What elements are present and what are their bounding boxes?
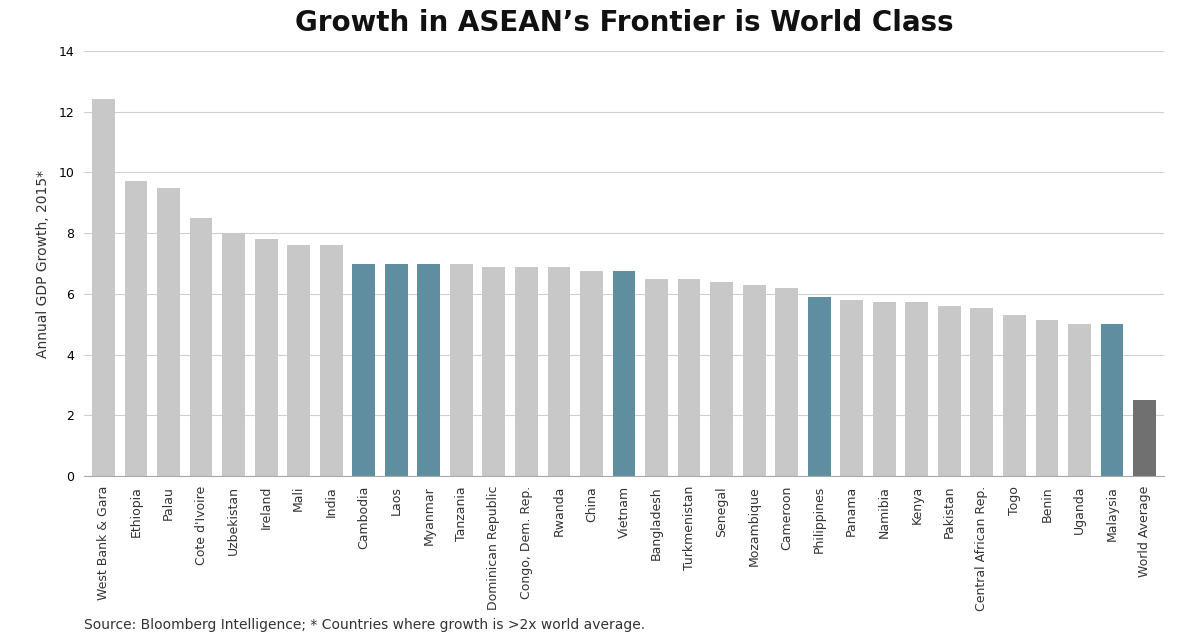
Bar (157, 187, 180, 476)
Bar (775, 288, 798, 476)
Bar (840, 300, 863, 476)
Bar (678, 279, 701, 476)
Bar (743, 284, 766, 476)
Bar (190, 218, 212, 476)
Bar (710, 282, 733, 476)
Bar (482, 267, 505, 476)
Bar (808, 297, 830, 476)
Bar (92, 100, 115, 476)
Bar (580, 271, 602, 476)
Bar (320, 245, 343, 476)
Bar (1036, 320, 1058, 476)
Bar (905, 302, 928, 476)
Bar (254, 239, 277, 476)
Bar (938, 306, 961, 476)
Bar (971, 307, 994, 476)
Bar (646, 279, 668, 476)
Bar (222, 233, 245, 476)
Bar (1003, 315, 1026, 476)
Text: Source: Bloomberg Intelligence; * Countries where growth is >2x world average.: Source: Bloomberg Intelligence; * Countr… (84, 618, 646, 632)
Y-axis label: Annual GDP Growth, 2015*: Annual GDP Growth, 2015* (36, 170, 50, 358)
Bar (872, 302, 895, 476)
Bar (613, 271, 635, 476)
Bar (125, 182, 148, 476)
Bar (547, 267, 570, 476)
Bar (1133, 400, 1156, 476)
Bar (1068, 324, 1091, 476)
Bar (287, 245, 310, 476)
Bar (450, 264, 473, 476)
Bar (353, 264, 376, 476)
Bar (1100, 324, 1123, 476)
Bar (385, 264, 408, 476)
Bar (418, 264, 440, 476)
Title: Growth in ASEAN’s Frontier is World Class: Growth in ASEAN’s Frontier is World Clas… (295, 10, 953, 37)
Bar (515, 267, 538, 476)
